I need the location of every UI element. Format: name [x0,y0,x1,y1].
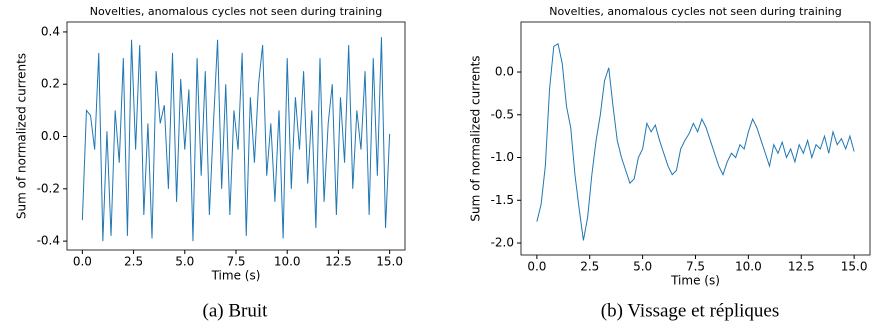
x-tick-label: 5.0 [633,260,652,274]
y-tick-label: 0.2 [41,77,60,91]
y-tick-label: -1.0 [491,150,514,164]
x-tick-label: 7.5 [686,260,705,274]
caption: (b) Vissage et répliques [601,300,779,321]
x-tick-label: 10.0 [274,255,301,269]
x-tick-label: 12.5 [788,260,815,274]
x-tick-label: 2.5 [124,255,143,269]
x-axis-label: Time (s) [211,269,261,283]
caption: (a) Bruit [203,300,269,321]
x-tick-label: 7.5 [226,255,245,269]
data-line [81,37,391,242]
y-axis-label: Sum of normalized currents [15,53,29,219]
x-tick-label: 15.0 [376,255,403,269]
x-axis-label: Time (s) [670,274,720,288]
x-tick-label: 12.5 [325,255,352,269]
y-tick-label: -0.2 [37,181,60,195]
x-tick-label: 15.0 [841,260,868,274]
x-tick-label: 0.0 [73,255,92,269]
chart-title: Novelties, anomalous cycles not seen dur… [549,5,842,18]
x-tick-label: 2.5 [580,260,599,274]
y-tick-label: -2.0 [491,236,514,250]
x-tick-label: 0.0 [527,260,546,274]
y-tick-label: 0.4 [41,24,60,38]
x-tick-label: 5.0 [175,255,194,269]
y-tick-label: -0.4 [37,234,60,248]
x-tick-label: 10.0 [735,260,762,274]
y-tick-label: -0.5 [491,107,514,121]
chart-title: Novelties, anomalous cycles not seen dur… [90,5,383,18]
y-tick-label: 0.0 [495,65,514,79]
y-axis-label: Sum of normalized currents [469,55,483,221]
plot-frame [520,21,871,256]
plot-frame [66,21,406,251]
y-tick-label: -1.5 [491,193,514,207]
y-tick-label: 0.0 [41,129,60,143]
data-line [536,43,855,241]
